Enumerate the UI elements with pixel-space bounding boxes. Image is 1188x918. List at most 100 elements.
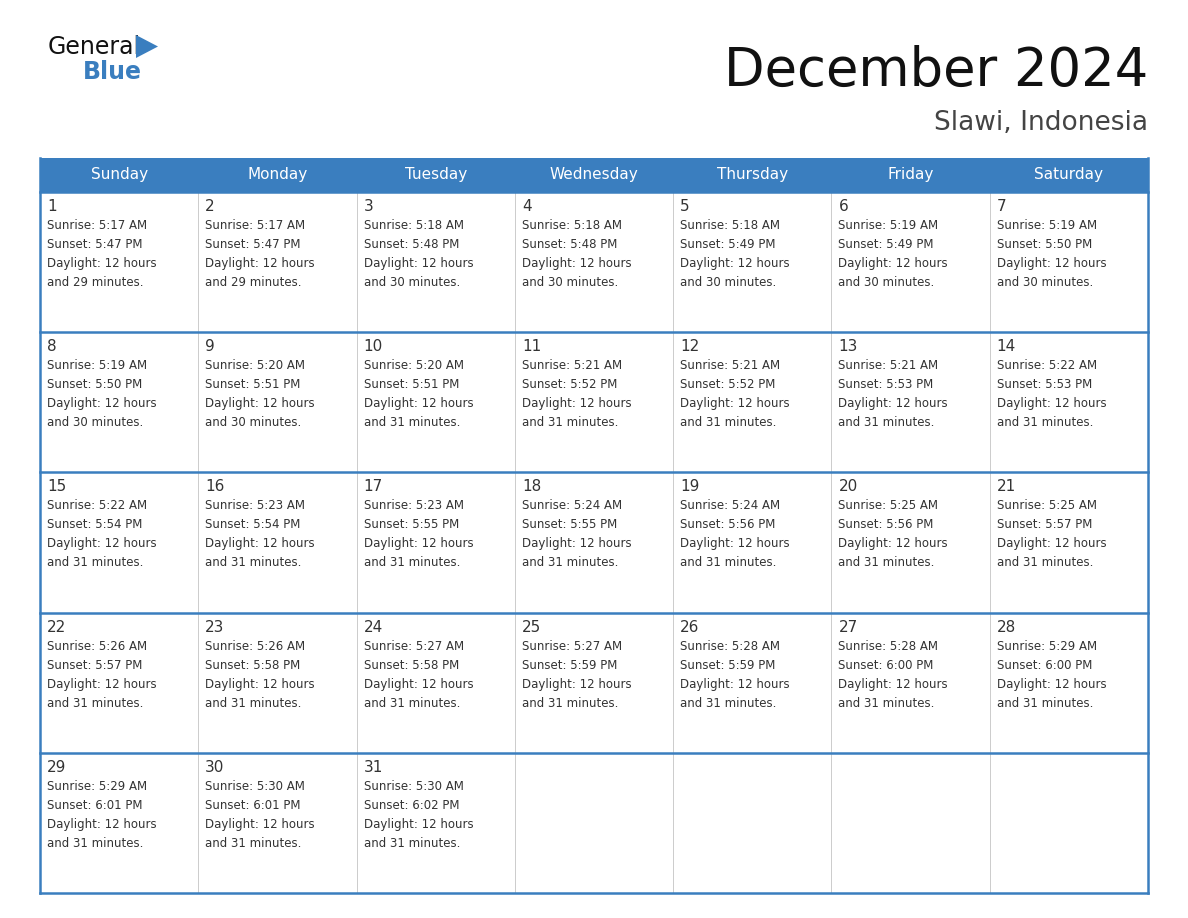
Text: Daylight: 12 hours: Daylight: 12 hours [681,257,790,270]
Text: Daylight: 12 hours: Daylight: 12 hours [206,537,315,551]
Bar [832,158,990,192]
Text: 15: 15 [48,479,67,495]
Text: Sunrise: 5:20 AM: Sunrise: 5:20 AM [206,359,305,372]
Text: Daylight: 12 hours: Daylight: 12 hours [48,397,157,410]
Text: 24: 24 [364,620,383,634]
Text: 8: 8 [48,339,57,354]
Bar [674,612,832,753]
Text: Sunset: 5:58 PM: Sunset: 5:58 PM [364,658,459,672]
Bar [40,332,198,473]
Bar [40,158,198,192]
Bar [198,753,356,893]
Bar [198,192,356,332]
Bar [674,753,832,893]
Text: 2: 2 [206,199,215,214]
Bar [514,753,674,893]
Bar [198,158,356,192]
Text: and 31 minutes.: and 31 minutes. [364,837,460,850]
Text: Sunset: 5:49 PM: Sunset: 5:49 PM [839,238,934,251]
Text: Daylight: 12 hours: Daylight: 12 hours [839,257,948,270]
Bar [514,332,674,473]
Text: and 30 minutes.: and 30 minutes. [681,276,777,289]
Text: Sunrise: 5:17 AM: Sunrise: 5:17 AM [48,219,147,232]
Text: and 31 minutes.: and 31 minutes. [839,556,935,569]
Text: and 30 minutes.: and 30 minutes. [997,276,1093,289]
Text: Sunrise: 5:28 AM: Sunrise: 5:28 AM [681,640,781,653]
Text: and 31 minutes.: and 31 minutes. [522,697,618,710]
Text: Daylight: 12 hours: Daylight: 12 hours [681,397,790,410]
Text: Saturday: Saturday [1035,167,1104,183]
Bar [356,192,514,332]
Text: Sunrise: 5:25 AM: Sunrise: 5:25 AM [997,499,1097,512]
Text: and 31 minutes.: and 31 minutes. [839,697,935,710]
Text: Sunrise: 5:17 AM: Sunrise: 5:17 AM [206,219,305,232]
Text: Daylight: 12 hours: Daylight: 12 hours [522,397,632,410]
Text: Sunset: 6:02 PM: Sunset: 6:02 PM [364,799,459,812]
Text: Monday: Monday [247,167,308,183]
Text: Sunrise: 5:24 AM: Sunrise: 5:24 AM [681,499,781,512]
Text: Sunset: 5:58 PM: Sunset: 5:58 PM [206,658,301,672]
Bar [990,473,1148,612]
Text: Wednesday: Wednesday [550,167,638,183]
Text: 14: 14 [997,339,1016,354]
Bar [40,753,198,893]
Text: Sunrise: 5:18 AM: Sunrise: 5:18 AM [681,219,781,232]
Text: Sunset: 5:52 PM: Sunset: 5:52 PM [681,378,776,391]
Text: 31: 31 [364,760,383,775]
Text: and 31 minutes.: and 31 minutes. [364,697,460,710]
Text: Daylight: 12 hours: Daylight: 12 hours [522,257,632,270]
Bar [356,753,514,893]
Text: Sunset: 5:55 PM: Sunset: 5:55 PM [522,519,617,532]
Text: and 31 minutes.: and 31 minutes. [681,416,777,430]
Text: and 31 minutes.: and 31 minutes. [206,556,302,569]
Text: Sunrise: 5:18 AM: Sunrise: 5:18 AM [522,219,621,232]
Text: Sunset: 5:57 PM: Sunset: 5:57 PM [997,519,1092,532]
Bar [674,332,832,473]
Text: and 29 minutes.: and 29 minutes. [48,276,144,289]
Text: 29: 29 [48,760,67,775]
Text: Daylight: 12 hours: Daylight: 12 hours [997,677,1106,690]
Text: Daylight: 12 hours: Daylight: 12 hours [997,397,1106,410]
Text: Daylight: 12 hours: Daylight: 12 hours [997,257,1106,270]
Text: Daylight: 12 hours: Daylight: 12 hours [364,257,473,270]
Text: Sunset: 6:01 PM: Sunset: 6:01 PM [48,799,143,812]
Text: and 31 minutes.: and 31 minutes. [681,556,777,569]
Text: Sunrise: 5:27 AM: Sunrise: 5:27 AM [364,640,463,653]
Text: Sunrise: 5:22 AM: Sunrise: 5:22 AM [997,359,1097,372]
Text: 18: 18 [522,479,541,495]
Text: and 31 minutes.: and 31 minutes. [522,416,618,430]
Bar [40,612,198,753]
Text: and 30 minutes.: and 30 minutes. [522,276,618,289]
Text: Daylight: 12 hours: Daylight: 12 hours [364,537,473,551]
Text: 11: 11 [522,339,541,354]
Text: Thursday: Thursday [716,167,788,183]
Text: and 31 minutes.: and 31 minutes. [48,837,144,850]
Text: Sunset: 5:54 PM: Sunset: 5:54 PM [48,519,143,532]
Text: Sunset: 6:00 PM: Sunset: 6:00 PM [997,658,1092,672]
Bar [356,612,514,753]
Text: Daylight: 12 hours: Daylight: 12 hours [364,818,473,831]
Text: Daylight: 12 hours: Daylight: 12 hours [839,537,948,551]
Text: and 31 minutes.: and 31 minutes. [48,556,144,569]
Text: Sunset: 5:56 PM: Sunset: 5:56 PM [681,519,776,532]
Text: Daylight: 12 hours: Daylight: 12 hours [48,537,157,551]
Text: Sunrise: 5:29 AM: Sunrise: 5:29 AM [48,779,147,793]
Bar [514,473,674,612]
Text: Daylight: 12 hours: Daylight: 12 hours [681,677,790,690]
Text: Tuesday: Tuesday [405,167,467,183]
Bar [832,753,990,893]
Text: Daylight: 12 hours: Daylight: 12 hours [206,397,315,410]
Text: and 29 minutes.: and 29 minutes. [206,276,302,289]
Text: Sunrise: 5:27 AM: Sunrise: 5:27 AM [522,640,623,653]
Text: 5: 5 [681,199,690,214]
Text: December 2024: December 2024 [723,45,1148,97]
Text: Daylight: 12 hours: Daylight: 12 hours [48,257,157,270]
Text: Sunrise: 5:21 AM: Sunrise: 5:21 AM [681,359,781,372]
Text: Daylight: 12 hours: Daylight: 12 hours [522,537,632,551]
Text: Sunset: 5:49 PM: Sunset: 5:49 PM [681,238,776,251]
Text: and 30 minutes.: and 30 minutes. [48,416,144,430]
Text: 6: 6 [839,199,848,214]
Text: Daylight: 12 hours: Daylight: 12 hours [839,397,948,410]
Text: Sunset: 6:01 PM: Sunset: 6:01 PM [206,799,301,812]
Text: Sunrise: 5:21 AM: Sunrise: 5:21 AM [522,359,623,372]
